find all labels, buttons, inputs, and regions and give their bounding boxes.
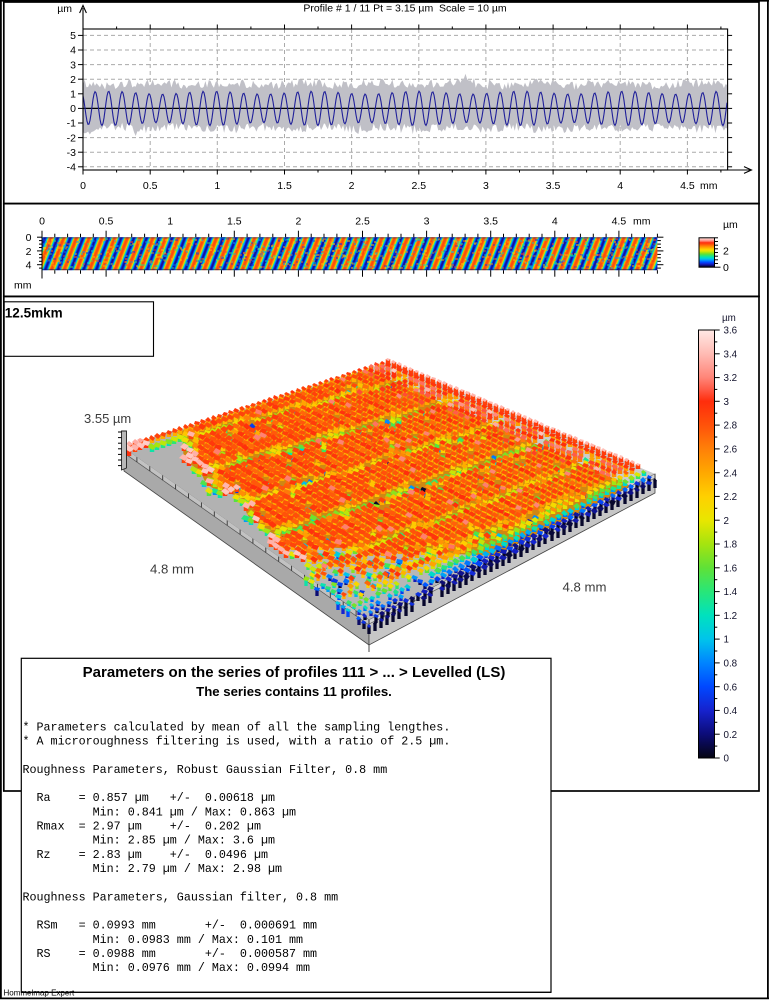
svg-text:1.5: 1.5 <box>277 180 292 192</box>
svg-text:5: 5 <box>70 30 76 42</box>
svg-text:3.6: 3.6 <box>724 326 738 337</box>
svg-text:0: 0 <box>724 754 730 765</box>
svg-text:1.4: 1.4 <box>724 587 738 598</box>
svg-text:µm: µm <box>723 219 738 231</box>
svg-text:0: 0 <box>26 232 32 244</box>
svg-text:3: 3 <box>724 397 730 408</box>
svg-text:-1: -1 <box>67 118 76 130</box>
svg-text:Profile # 1 / 11 Pt = 3.15 µm: Profile # 1 / 11 Pt = 3.15 µm Scale = 10… <box>303 3 507 15</box>
svg-text:0.5: 0.5 <box>99 216 114 228</box>
svg-text:4: 4 <box>617 180 623 192</box>
svg-text:µm: µm <box>57 3 72 15</box>
svg-text:3: 3 <box>70 59 76 71</box>
svg-text:0.6: 0.6 <box>724 682 738 693</box>
svg-text:0.4: 0.4 <box>724 706 738 717</box>
svg-text:Roughness Parameters, Robust G: Roughness Parameters, Robust Gaussian Fi… <box>23 763 388 777</box>
svg-text:2: 2 <box>70 74 76 86</box>
svg-text:2: 2 <box>26 246 32 258</box>
svg-text:0.2: 0.2 <box>724 730 738 741</box>
svg-text:mm: mm <box>14 280 32 292</box>
svg-text:* A microroughness filtering i: * A microroughness filtering is used, wi… <box>23 735 451 749</box>
svg-text:4: 4 <box>552 216 558 228</box>
svg-text:Min: 2.79 µm / Max: 2.98 µm: Min: 2.79 µm / Max: 2.98 µm <box>23 862 283 876</box>
svg-text:Hommelmap Expert: Hommelmap Expert <box>4 989 75 998</box>
svg-text:1.2: 1.2 <box>724 611 738 622</box>
svg-text:4.5: 4.5 <box>680 180 695 192</box>
svg-text:1: 1 <box>167 216 173 228</box>
svg-text:Parameters on the series of pr: Parameters on the series of profiles 111… <box>83 664 506 681</box>
svg-text:3.4: 3.4 <box>724 349 738 360</box>
svg-text:3: 3 <box>483 180 489 192</box>
svg-text:0.5: 0.5 <box>143 180 158 192</box>
svg-text:µm: µm <box>722 313 736 324</box>
svg-text:2: 2 <box>724 516 729 527</box>
svg-text:1: 1 <box>214 180 220 192</box>
svg-text:mm: mm <box>633 216 651 228</box>
svg-text:4: 4 <box>70 45 76 57</box>
svg-text:4: 4 <box>26 260 32 272</box>
svg-text:2: 2 <box>349 180 355 192</box>
svg-text:1.5: 1.5 <box>227 216 242 228</box>
svg-text:Rz = 2.83 µm +/- 0.0496: Rz = 2.83 µm +/- 0.0496 µm <box>23 848 268 862</box>
svg-text:Min: 0.0976 mm / Max: 0.0994 m: Min: 0.0976 mm / Max: 0.0994 mm <box>23 961 311 975</box>
svg-text:Min: 0.841 µm / Max: 0.863 µm: Min: 0.841 µm / Max: 0.863 µm <box>23 805 297 819</box>
svg-text:3.5: 3.5 <box>483 216 498 228</box>
svg-text:2.6: 2.6 <box>724 445 738 456</box>
svg-text:3: 3 <box>424 216 430 228</box>
svg-text:0: 0 <box>70 103 76 115</box>
svg-text:4.8 mm: 4.8 mm <box>150 562 194 577</box>
svg-text:RSm = 0.0993 mm +/- 0: RSm = 0.0993 mm +/- 0.000691 mm <box>23 919 318 933</box>
svg-text:0: 0 <box>39 216 45 228</box>
svg-text:RS = 0.0988 mm +/- 0: RS = 0.0988 mm +/- 0.000587 mm <box>23 947 318 961</box>
svg-text:4.5: 4.5 <box>612 216 627 228</box>
svg-text:Ra = 0.857 µm +/- 0.0061: Ra = 0.857 µm +/- 0.00618 µm <box>23 791 276 805</box>
svg-text:3.55 µm: 3.55 µm <box>84 411 131 426</box>
svg-text:Min: 2.85 µm / Max: 3.6 µm: Min: 2.85 µm / Max: 3.6 µm <box>23 834 276 848</box>
svg-text:3.2: 3.2 <box>724 373 738 384</box>
svg-text:2.4: 2.4 <box>724 468 738 479</box>
svg-text:1: 1 <box>724 635 729 646</box>
svg-text:mm: mm <box>700 180 718 192</box>
svg-text:-4: -4 <box>67 162 76 174</box>
svg-text:The series contains 11 profile: The series contains 11 profiles. <box>196 684 392 699</box>
svg-text:1: 1 <box>70 89 76 101</box>
svg-text:2.8: 2.8 <box>724 421 738 432</box>
svg-text:2: 2 <box>295 216 301 228</box>
svg-text:* Parameters calculated by mea: * Parameters calculated by mean of all t… <box>23 720 451 734</box>
svg-text:4.8 mm: 4.8 mm <box>563 580 607 595</box>
svg-text:0: 0 <box>80 180 86 192</box>
svg-text:2.5: 2.5 <box>355 216 370 228</box>
svg-text:1.6: 1.6 <box>724 563 738 574</box>
svg-text:2.5: 2.5 <box>411 180 426 192</box>
svg-text:2.2: 2.2 <box>724 492 738 503</box>
svg-text:0: 0 <box>723 262 729 274</box>
svg-text:Min: 0.0983 mm / Max: 0.101 mm: Min: 0.0983 mm / Max: 0.101 mm <box>23 933 304 947</box>
svg-text:2: 2 <box>723 246 729 258</box>
svg-text:12.5mkm: 12.5mkm <box>5 305 63 320</box>
svg-text:1.8: 1.8 <box>724 540 738 551</box>
svg-text:Rmax = 2.97 µm +/- 0.202: Rmax = 2.97 µm +/- 0.202 µm <box>23 820 261 834</box>
svg-text:0.8: 0.8 <box>724 659 738 670</box>
svg-text:3.5: 3.5 <box>546 180 561 192</box>
svg-text:-2: -2 <box>67 132 76 144</box>
svg-text:Roughness Parameters, Gaussian: Roughness Parameters, Gaussian filter, 0… <box>23 890 339 904</box>
svg-text:-3: -3 <box>67 147 76 159</box>
